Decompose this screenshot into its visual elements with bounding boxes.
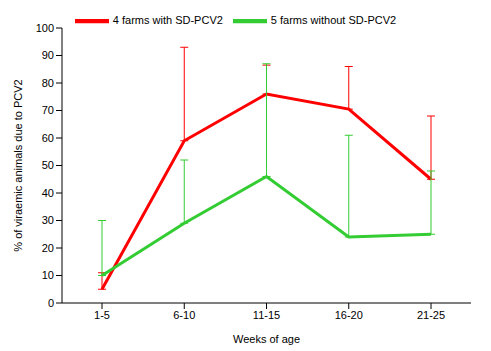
svg-text:6-10: 6-10	[173, 309, 195, 321]
html-text:4 farms with SD-PCV2: 4 farms with SD-PCV2	[112, 13, 223, 26]
svg-text:50: 50	[42, 159, 54, 171]
svg-text:20: 20	[42, 242, 54, 254]
svg-text:60: 60	[42, 132, 54, 144]
svg-text:21-25: 21-25	[417, 309, 445, 321]
svg-text:11-15: 11-15	[253, 309, 280, 321]
svg-text:80: 80	[42, 77, 54, 89]
svg-text:% of viraemic animals due to P: % of viraemic animals due to PCV2	[12, 79, 24, 251]
svg-text:0: 0	[48, 297, 54, 309]
svg-text:30: 30	[42, 214, 54, 226]
svg-text:Weeks of age: Weeks of age	[233, 333, 300, 345]
svg-text:16-20: 16-20	[335, 309, 363, 321]
svg-text:40: 40	[42, 187, 54, 199]
svg-text:90: 90	[42, 49, 54, 61]
html-text:5 farms without SD-PCV2: 5 farms without SD-PCV2	[270, 13, 397, 26]
svg-text:70: 70	[42, 104, 54, 116]
svg-text:100: 100	[36, 22, 54, 34]
svg-text:1-5: 1-5	[94, 309, 110, 321]
svg-text:10: 10	[42, 269, 54, 281]
